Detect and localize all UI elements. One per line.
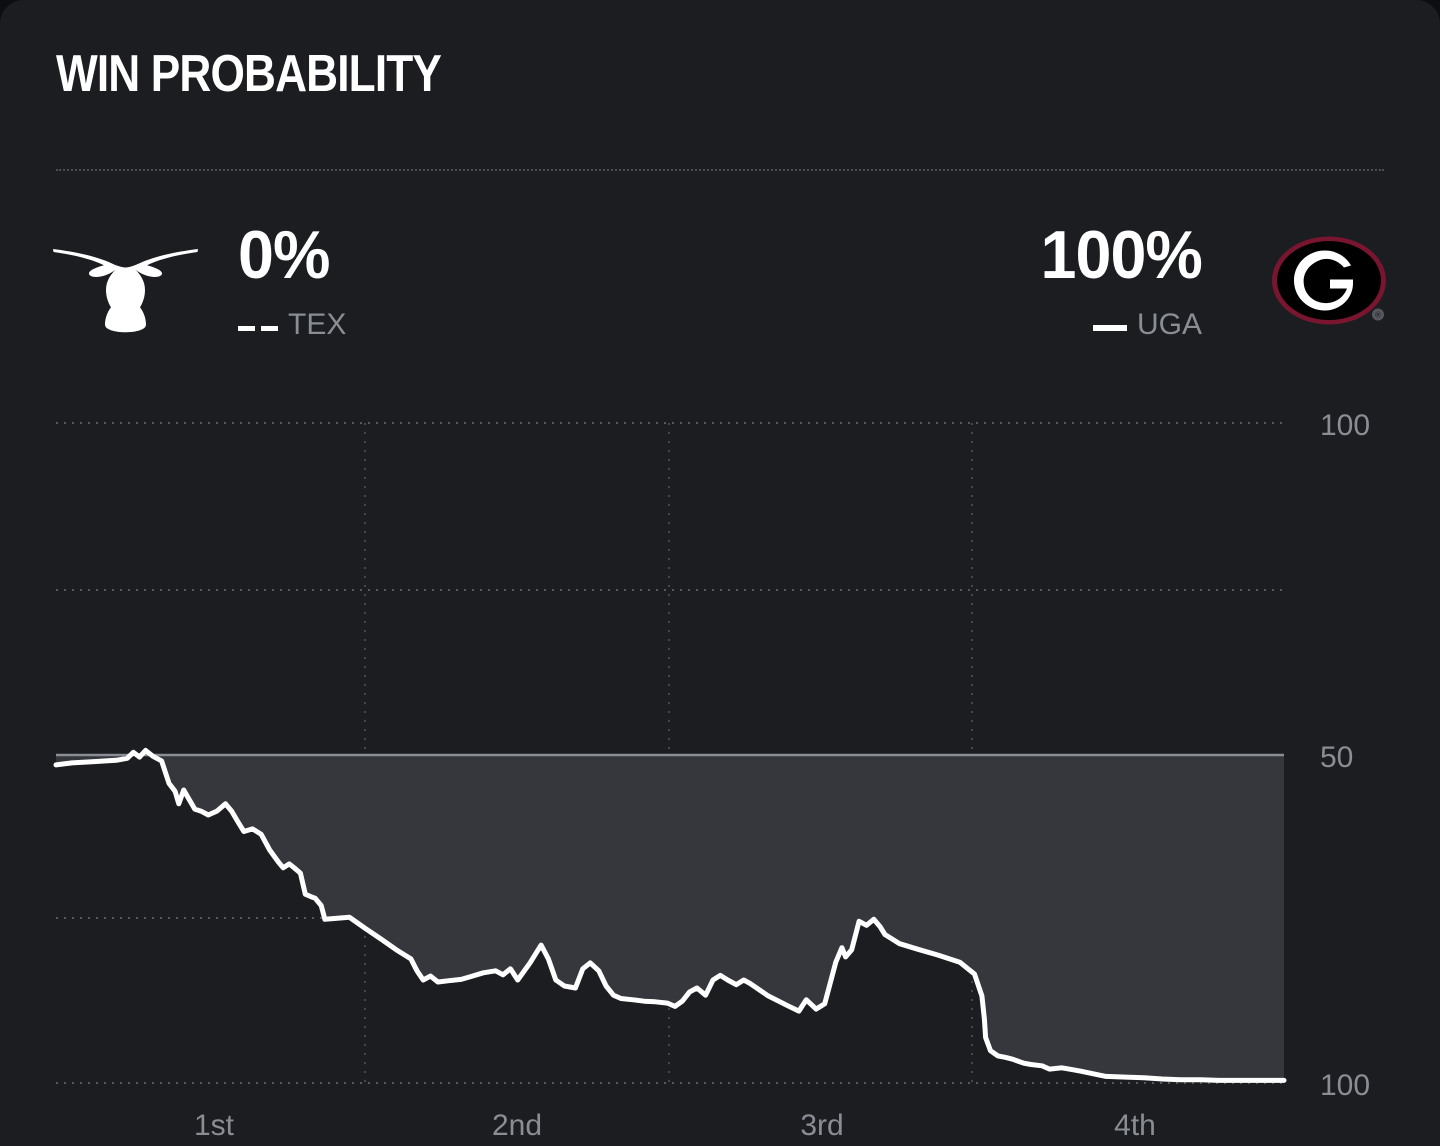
svg-text:100: 100	[1320, 1069, 1370, 1102]
svg-text:1st: 1st	[194, 1109, 235, 1142]
svg-text:4th: 4th	[1114, 1109, 1156, 1142]
svg-text:3rd: 3rd	[800, 1109, 843, 1142]
svg-text:100: 100	[1320, 409, 1370, 442]
svg-text:50: 50	[1320, 741, 1353, 774]
svg-text:2nd: 2nd	[492, 1109, 542, 1142]
